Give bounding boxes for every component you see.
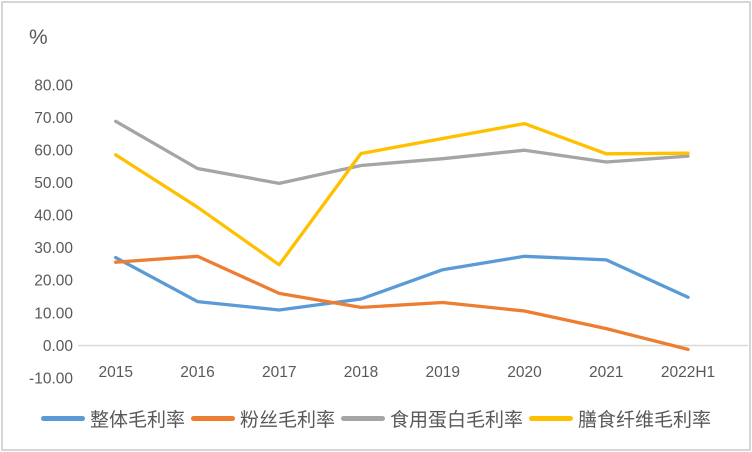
- series-line-dietary-fiber: [114, 121, 690, 267]
- legend-item-dietary-fiber: 膳食纤维毛利率: [529, 405, 711, 432]
- series-line-vermicelli: [114, 254, 690, 352]
- legend-swatch-overall: [40, 416, 85, 421]
- y-tick-label: 30.00: [34, 240, 73, 257]
- legend-swatch-vermicelli: [190, 416, 235, 421]
- x-category-label: 2021: [589, 364, 623, 381]
- y-tick-label: 20.00: [34, 273, 73, 290]
- series-line-overall: [114, 254, 690, 312]
- x-category-label: 2022H1: [661, 364, 715, 381]
- y-tick-label: 80.00: [34, 77, 73, 94]
- y-tick-label: 60.00: [34, 143, 73, 160]
- legend-item-edible-protein: 食用蛋白毛利率: [341, 405, 523, 432]
- legend-swatch-edible-protein: [341, 416, 385, 421]
- legend-label-dietary-fiber: 膳食纤维毛利率: [578, 410, 712, 431]
- y-tick-label: 10.00: [34, 305, 73, 322]
- y-tick-label: -10.00: [29, 370, 73, 387]
- x-category-label: 2018: [344, 364, 378, 381]
- y-tick-label: 50.00: [34, 175, 73, 192]
- x-category-label: 2019: [425, 364, 459, 381]
- y-tick-label: 40.00: [34, 208, 73, 225]
- legend-swatch-dietary-fiber: [529, 416, 574, 421]
- legend-item-vermicelli: 粉丝毛利率: [190, 405, 335, 432]
- x-category-label: 2017: [262, 364, 296, 381]
- series-line-edible-protein: [114, 119, 690, 186]
- x-category-label: 2015: [98, 364, 132, 381]
- y-tick-label: 70.00: [34, 110, 73, 127]
- y-axis-unit-label: %: [29, 26, 48, 49]
- x-category-label: 2016: [180, 364, 214, 381]
- legend-label-edible-protein: 食用蛋白毛利率: [390, 410, 524, 431]
- chart-legend: 整体毛利率 粉丝毛利率 食用蛋白毛利率 膳食纤维毛利率: [0, 405, 752, 432]
- legend-label-vermicelli: 粉丝毛利率: [239, 410, 335, 431]
- legend-item-overall: 整体毛利率: [40, 405, 185, 432]
- y-tick-label: 0.00: [43, 338, 74, 355]
- legend-label-overall: 整体毛利率: [89, 410, 185, 431]
- x-category-label: 2020: [507, 364, 542, 381]
